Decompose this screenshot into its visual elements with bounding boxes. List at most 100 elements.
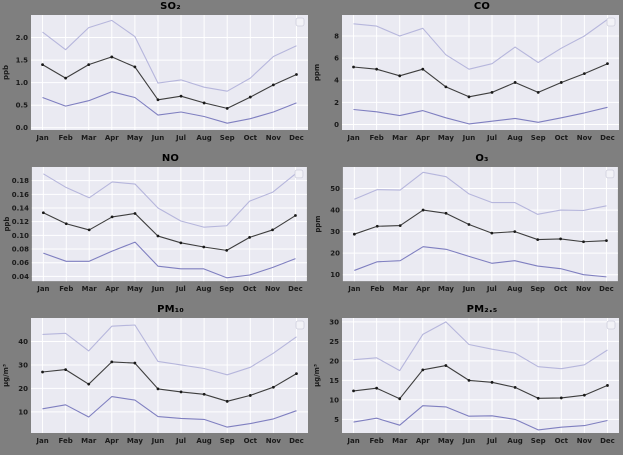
svg-text:Jan: Jan	[35, 437, 48, 445]
svg-text:Dec: Dec	[289, 134, 304, 142]
svg-text:Nov: Nov	[577, 437, 593, 445]
chart-canvas-pm25: 5 10 15 20 25 30 Jan Feb Mar Apr May Jun Jul Aug Sep Oc…	[313, 318, 619, 445]
subplot-o3: O₃ 10 20 30 40 50 Jan Feb Mar Apr May Jun Jul Aug Sep…	[311, 152, 623, 303]
svg-text:0.06: 0.06	[12, 259, 29, 267]
legend-box	[295, 17, 305, 27]
svg-text:Jun: Jun	[462, 285, 476, 293]
chart-canvas-no: 0.04 0.06 0.08 0.10 0.12 0.14 0.16 0.18 Jan Feb Ma…	[3, 166, 307, 293]
svg-text:1.5: 1.5	[16, 57, 29, 65]
svg-text:Sep: Sep	[531, 437, 546, 445]
plot-area	[342, 318, 619, 433]
svg-text:Oct: Oct	[244, 437, 258, 445]
series-upper	[354, 171, 607, 215]
svg-text:Jul: Jul	[486, 437, 497, 445]
svg-text:Nov: Nov	[266, 437, 282, 445]
svg-text:Jun: Jun	[151, 134, 165, 142]
legend-box	[606, 320, 616, 330]
svg-text:Aug: Aug	[196, 285, 211, 293]
svg-text:25: 25	[329, 338, 339, 346]
svg-text:Apr: Apr	[105, 134, 119, 142]
svg-text:Oct: Oct	[555, 134, 569, 142]
x-axis-ticks: Jan Feb Mar Apr May Jun Jul Aug Sep Oct Nov Dec	[347, 285, 613, 293]
x-axis-ticks: Jan Feb Mar Apr May Jun Jul Aug Sep Oct Nov Dec	[35, 134, 303, 142]
svg-text:Oct: Oct	[555, 437, 569, 445]
chart-title-so2: SO₂	[160, 1, 181, 12]
chart-canvas-so2: 0.0 0.5 1.0 1.5 2.0 Jan Feb Mar Apr May Jun Jul Aug S…	[2, 15, 308, 142]
series-mean-markers	[41, 55, 298, 110]
svg-text:0.10: 0.10	[12, 232, 29, 240]
svg-text:Mar: Mar	[392, 134, 408, 142]
svg-text:Jul: Jul	[175, 437, 186, 445]
svg-text:4: 4	[334, 77, 339, 85]
series-lower	[354, 246, 607, 278]
series-lower	[42, 396, 297, 428]
x-axis-ticks: Jan Feb Mar Apr May Jun Jul Aug Sep Oct Nov Dec	[36, 285, 302, 293]
subplot-no: NO 0.04 0.06 0.08 0.10 0.12 0.14 0.16 0.18 Jan Fe…	[0, 152, 311, 303]
grid-lines	[31, 166, 307, 282]
svg-text:Mar: Mar	[81, 437, 97, 445]
svg-text:Apr: Apr	[105, 285, 119, 293]
svg-text:0.12: 0.12	[12, 218, 29, 226]
subplot-co: CO 0 2 4 6 8 Jan Feb Mar Apr May Jun Jul Aug Sep Oct No…	[311, 0, 623, 152]
grid-lines	[342, 166, 618, 282]
svg-text:Nov: Nov	[266, 134, 282, 142]
grid-lines	[342, 15, 619, 130]
svg-text:0.16: 0.16	[12, 191, 29, 199]
svg-text:Jun: Jun	[462, 437, 476, 445]
svg-text:Jan: Jan	[347, 285, 360, 293]
svg-text:40: 40	[330, 207, 340, 215]
series-lower	[353, 106, 608, 125]
grid-lines	[342, 318, 619, 433]
svg-text:10: 10	[330, 271, 340, 279]
svg-text:Sep: Sep	[220, 134, 235, 142]
svg-text:Jul: Jul	[175, 134, 186, 142]
svg-text:15: 15	[329, 377, 339, 385]
chart-title-co: CO	[473, 1, 491, 12]
svg-text:Feb: Feb	[370, 285, 384, 293]
svg-text:20: 20	[18, 385, 28, 393]
y-axis-ticks: 0 2 4 6 8	[334, 33, 339, 129]
svg-text:Jul: Jul	[486, 285, 497, 293]
chart-title-pm10: PM₁₀	[157, 304, 184, 315]
legend-box	[294, 169, 304, 179]
chart-canvas-pm10: 10 20 30 40 Jan Feb Mar Apr May Jun Jul Aug Sep Oct No…	[2, 318, 308, 445]
y-axis-ticks: 0.0 0.5 1.0 1.5 2.0	[16, 34, 29, 132]
svg-text:Dec: Dec	[600, 437, 615, 445]
svg-text:Aug: Aug	[196, 437, 211, 445]
series-upper	[42, 19, 297, 92]
series-mean	[354, 209, 607, 243]
svg-text:5: 5	[334, 416, 339, 424]
svg-text:Nov: Nov	[576, 285, 592, 293]
plot-area	[342, 166, 618, 282]
svg-text:30: 30	[330, 228, 340, 236]
svg-text:10: 10	[329, 396, 339, 404]
y-axis-label: ppb	[2, 65, 10, 80]
series-mean	[43, 212, 296, 251]
y-axis-label: μg/m³	[2, 364, 10, 387]
svg-text:Aug: Aug	[507, 285, 522, 293]
svg-text:Jan: Jan	[346, 134, 359, 142]
svg-text:Sep: Sep	[530, 285, 545, 293]
series-lower	[42, 91, 297, 124]
series-mean	[353, 63, 608, 98]
chart-canvas-co: 0 2 4 6 8 Jan Feb Mar Apr May Jun Jul Aug Sep Oct Nov De…	[313, 15, 619, 142]
series-mean-markers	[352, 62, 609, 99]
y-axis-label: μg/m³	[313, 364, 321, 387]
plot-area	[31, 318, 308, 433]
svg-text:Feb: Feb	[58, 134, 72, 142]
plot-area	[31, 166, 307, 282]
svg-text:May: May	[438, 134, 454, 142]
svg-text:Dec: Dec	[289, 437, 304, 445]
svg-text:May: May	[438, 437, 454, 445]
svg-text:Dec: Dec	[288, 285, 303, 293]
svg-text:6: 6	[334, 55, 339, 63]
svg-text:Apr: Apr	[105, 437, 119, 445]
svg-text:0.0: 0.0	[16, 124, 29, 132]
x-axis-ticks: Jan Feb Mar Apr May Jun Jul Aug Sep Oct Nov Dec	[346, 134, 614, 142]
series-mean-markers	[352, 208, 608, 244]
svg-text:Feb: Feb	[369, 134, 383, 142]
svg-text:Dec: Dec	[599, 285, 614, 293]
svg-text:Aug: Aug	[507, 437, 522, 445]
svg-text:2: 2	[334, 99, 339, 107]
svg-text:Apr: Apr	[416, 437, 430, 445]
